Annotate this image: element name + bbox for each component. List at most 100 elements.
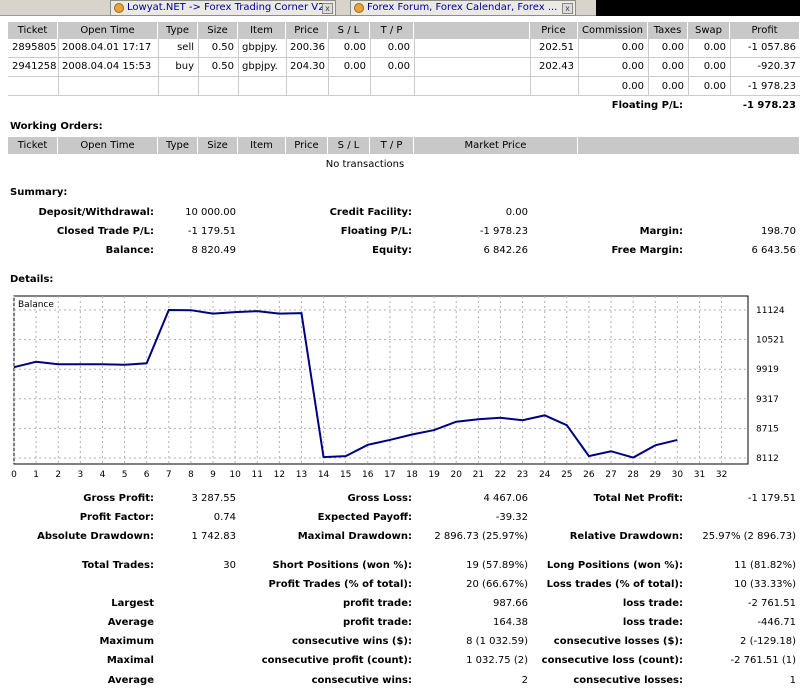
trade-cell: 2008.04.04 15:53	[62, 61, 152, 72]
detail-value: 30	[223, 560, 236, 571]
detail-value: 987.66	[493, 598, 528, 609]
total-swap: 0.00	[703, 81, 726, 92]
column-separator	[648, 39, 649, 96]
detail-value: -2 761.51	[747, 598, 796, 609]
column-separator	[730, 39, 731, 96]
x-tick-label: 5	[122, 470, 128, 480]
trade-cell: 0.00	[343, 42, 366, 53]
detail-value: -1 179.51	[747, 493, 796, 504]
row-separator	[8, 76, 800, 77]
balance-line	[13, 308, 678, 459]
x-tick-label: 28	[627, 470, 639, 480]
detail-value: 2	[521, 675, 528, 686]
detail-label: Gross Profit:	[83, 493, 154, 504]
total-commission: 0.00	[621, 81, 644, 92]
browser-tab-bar: Lowyat.NET -> Forex Trading Corner V2 x …	[0, 0, 800, 16]
detail-label: consecutive profit (count):	[261, 655, 412, 666]
detail-value: 10 (33.33%)	[734, 579, 796, 590]
tab-lowyat[interactable]: Lowyat.NET -> Forex Trading Corner V2 x	[110, 0, 336, 16]
free-margin-value: 6 643.56	[751, 245, 796, 256]
x-tick-label: 23	[517, 470, 528, 480]
detail-value: 4 467.06	[483, 493, 528, 504]
column-separator	[158, 39, 159, 96]
detail-value: 2 896.73 (25.97%)	[434, 531, 528, 542]
close-icon[interactable]: x	[322, 3, 333, 14]
header-type: Type	[158, 137, 198, 154]
equity-label: Equity:	[372, 245, 412, 256]
trade-cell: 0.00	[343, 61, 366, 72]
floating-pl-label: Floating P/L:	[611, 100, 683, 111]
x-tick-label: 26	[583, 470, 595, 480]
trade-cell: 0.50	[211, 61, 234, 72]
x-tick-label: 29	[650, 470, 662, 480]
header-size: Size	[198, 22, 238, 39]
redacted-bar	[596, 0, 800, 16]
details-title: Details:	[10, 274, 54, 285]
detail-label: Relative Drawdown:	[569, 531, 683, 542]
detail-label: Short Positions (won %):	[272, 560, 412, 571]
detail-value: -39.32	[495, 512, 528, 523]
deposit-label: Deposit/Withdrawal:	[38, 207, 154, 218]
trade-cell: 204.30	[290, 61, 325, 72]
detail-value: 3 287.55	[191, 493, 236, 504]
x-tick-label: 6	[144, 470, 150, 480]
detail-label: Expected Payoff:	[317, 512, 412, 523]
detail-label: Absolute Drawdown:	[37, 531, 154, 542]
header-size: Size	[198, 137, 238, 154]
trade-cell: 2008.04.01 17:17	[62, 42, 152, 53]
column-separator	[238, 39, 239, 96]
detail-label: loss trade:	[622, 617, 683, 628]
detail-label: consecutive wins ($):	[291, 636, 412, 647]
detail-label	[10, 577, 154, 592]
trade-cell: 0.00	[387, 42, 410, 53]
detail-value	[160, 615, 236, 630]
globe-icon	[114, 3, 124, 13]
header-s-l: S / L	[328, 137, 370, 154]
x-tick-label: 0	[11, 470, 17, 480]
no-transactions-text: No transactions	[325, 159, 405, 170]
column-separator	[328, 39, 329, 96]
header-t-p: T / P	[370, 22, 414, 39]
close-icon[interactable]: x	[562, 3, 573, 14]
globe-icon	[354, 3, 364, 13]
balance-chart: Balance 0 1 2 3 4 5 6 7 8 9 10 11 12 13 14 15 16 17 18 19 20…	[11, 295, 785, 480]
detail-value: 20 (66.67%)	[466, 579, 528, 590]
trade-cell: 0.00	[621, 42, 644, 53]
working-orders-title: Working Orders:	[10, 121, 103, 132]
tab-forex-forum[interactable]: Forex Forum, Forex Calendar, Forex ... x	[350, 0, 576, 16]
header-blank	[578, 137, 800, 154]
detail-label: Largest	[111, 598, 154, 609]
detail-value	[160, 634, 236, 649]
header-open-time: Open Time	[58, 137, 158, 154]
equity-value: 6 842.26	[483, 245, 528, 256]
column-separator	[530, 39, 531, 96]
x-tick-label: 32	[716, 470, 727, 480]
detail-label: Maximum	[99, 636, 154, 647]
x-tick-label: 20	[451, 470, 463, 480]
column-separator	[370, 39, 371, 96]
detail-label: Average	[107, 675, 154, 686]
header-price: Price	[530, 22, 578, 39]
x-tick-label: 3	[77, 470, 83, 480]
detail-label: Profit Trades (% of total):	[268, 579, 412, 590]
trade-cell: gbpjpy.	[242, 42, 278, 53]
trade-cell: 0.00	[661, 61, 684, 72]
row-separator	[8, 57, 800, 58]
detail-value: 11 (81.82%)	[734, 560, 796, 571]
detail-value: 19 (57.89%)	[466, 560, 528, 571]
y-tick-label: 10521	[756, 336, 785, 346]
x-tick-label: 15	[340, 470, 351, 480]
header-profit: Profit	[730, 22, 800, 39]
header-swap: Swap	[688, 22, 730, 39]
x-tick-label: 11	[252, 470, 263, 480]
detail-label: Gross Loss:	[347, 493, 412, 504]
x-tick-label: 31	[694, 470, 705, 480]
x-tick-label: 2	[55, 470, 61, 480]
detail-label	[530, 510, 683, 525]
free-margin-label: Free Margin:	[611, 245, 683, 256]
total-taxes: 0.00	[661, 81, 684, 92]
trade-cell: sell	[177, 42, 194, 53]
trade-cell: 2941258	[12, 61, 57, 72]
column-separator	[58, 39, 59, 96]
